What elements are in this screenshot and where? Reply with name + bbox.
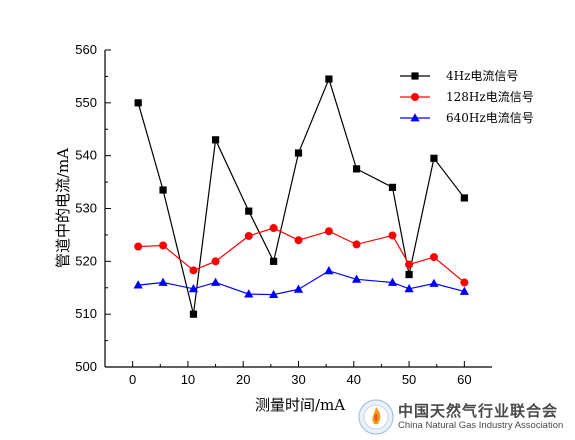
data-point bbox=[460, 278, 469, 287]
data-point bbox=[211, 136, 220, 144]
data-point bbox=[351, 274, 362, 283]
x-tick-label: 0 bbox=[129, 372, 136, 387]
series-line bbox=[138, 227, 465, 283]
association-logo-icon bbox=[358, 399, 394, 435]
data-point bbox=[405, 270, 413, 279]
data-point bbox=[430, 154, 438, 162]
data-point bbox=[388, 183, 397, 191]
series-1 bbox=[134, 75, 468, 318]
data-point bbox=[210, 277, 221, 286]
data-point bbox=[188, 284, 199, 293]
data-point bbox=[459, 286, 469, 295]
y-tick-label: 530 bbox=[75, 201, 97, 216]
legend-marker bbox=[411, 93, 419, 101]
data-point bbox=[352, 240, 361, 249]
series-3 bbox=[133, 266, 469, 299]
data-point bbox=[211, 257, 220, 266]
x-axis-label: 测量时间/mA bbox=[255, 396, 345, 414]
data-point bbox=[134, 242, 143, 251]
series-layer bbox=[133, 75, 469, 318]
data-point bbox=[460, 194, 468, 202]
data-point bbox=[244, 289, 254, 298]
data-point bbox=[245, 207, 253, 215]
x-tick-label: 50 bbox=[402, 372, 416, 387]
data-point bbox=[269, 289, 279, 299]
x-tick-label: 30 bbox=[291, 372, 305, 387]
data-point bbox=[429, 253, 438, 262]
data-point bbox=[388, 231, 397, 240]
data-point bbox=[293, 284, 304, 293]
data-point bbox=[244, 231, 253, 240]
legend-item: 640Hz电流信号 bbox=[400, 111, 534, 125]
watermark: 中国天然气行业联合会 China Natural Gas Industry As… bbox=[358, 396, 573, 438]
y-tick-label: 520 bbox=[75, 253, 97, 268]
data-point bbox=[294, 149, 303, 157]
data-point bbox=[269, 224, 278, 233]
data-point bbox=[324, 266, 334, 275]
data-point bbox=[294, 236, 303, 245]
data-point bbox=[270, 257, 278, 265]
data-point bbox=[189, 310, 198, 318]
y-axis-label: 管道中的电流/mA bbox=[54, 148, 72, 268]
data-point bbox=[404, 284, 414, 293]
data-point bbox=[134, 99, 142, 107]
watermark-text-en: China Natural Gas Industry Association bbox=[398, 420, 564, 431]
data-point bbox=[325, 75, 333, 83]
data-point bbox=[429, 278, 439, 287]
watermark-text-cn: 中国天然气行业联合会 bbox=[398, 402, 559, 420]
data-point bbox=[159, 241, 168, 250]
data-point bbox=[387, 277, 398, 286]
x-tick-label: 40 bbox=[347, 372, 361, 387]
y-tick-label: 510 bbox=[75, 306, 97, 321]
data-point bbox=[158, 277, 168, 286]
series-2 bbox=[134, 224, 469, 287]
data-point bbox=[352, 165, 361, 173]
legend-item: 4Hz电流信号 bbox=[400, 69, 518, 83]
y-tick-label: 560 bbox=[75, 42, 97, 57]
y-tick-label: 500 bbox=[75, 359, 97, 374]
x-tick-label: 10 bbox=[181, 372, 195, 387]
y-tick-label: 550 bbox=[75, 95, 97, 110]
x-tick-label: 20 bbox=[236, 372, 250, 387]
data-point bbox=[133, 280, 143, 289]
data-point bbox=[405, 260, 414, 269]
legend-label: 4Hz电流信号 bbox=[446, 69, 518, 83]
legend-item: 128Hz电流信号 bbox=[400, 90, 534, 104]
data-point bbox=[324, 227, 333, 236]
legend-label: 640Hz电流信号 bbox=[446, 111, 534, 125]
legend-marker bbox=[411, 72, 419, 80]
y-tick-label: 540 bbox=[75, 148, 97, 163]
legend-label: 128Hz电流信号 bbox=[446, 90, 534, 104]
data-point bbox=[189, 266, 198, 275]
axes: 500 510 520 530 540 550 560 0 10 20 30 40 50 60 bbox=[75, 42, 492, 387]
x-tick-label: 60 bbox=[457, 372, 471, 387]
legend-marker bbox=[410, 113, 420, 122]
legend: 4Hz电流信号 128Hz电流信号 640Hz电流信号 bbox=[400, 69, 534, 125]
data-point bbox=[159, 186, 167, 194]
